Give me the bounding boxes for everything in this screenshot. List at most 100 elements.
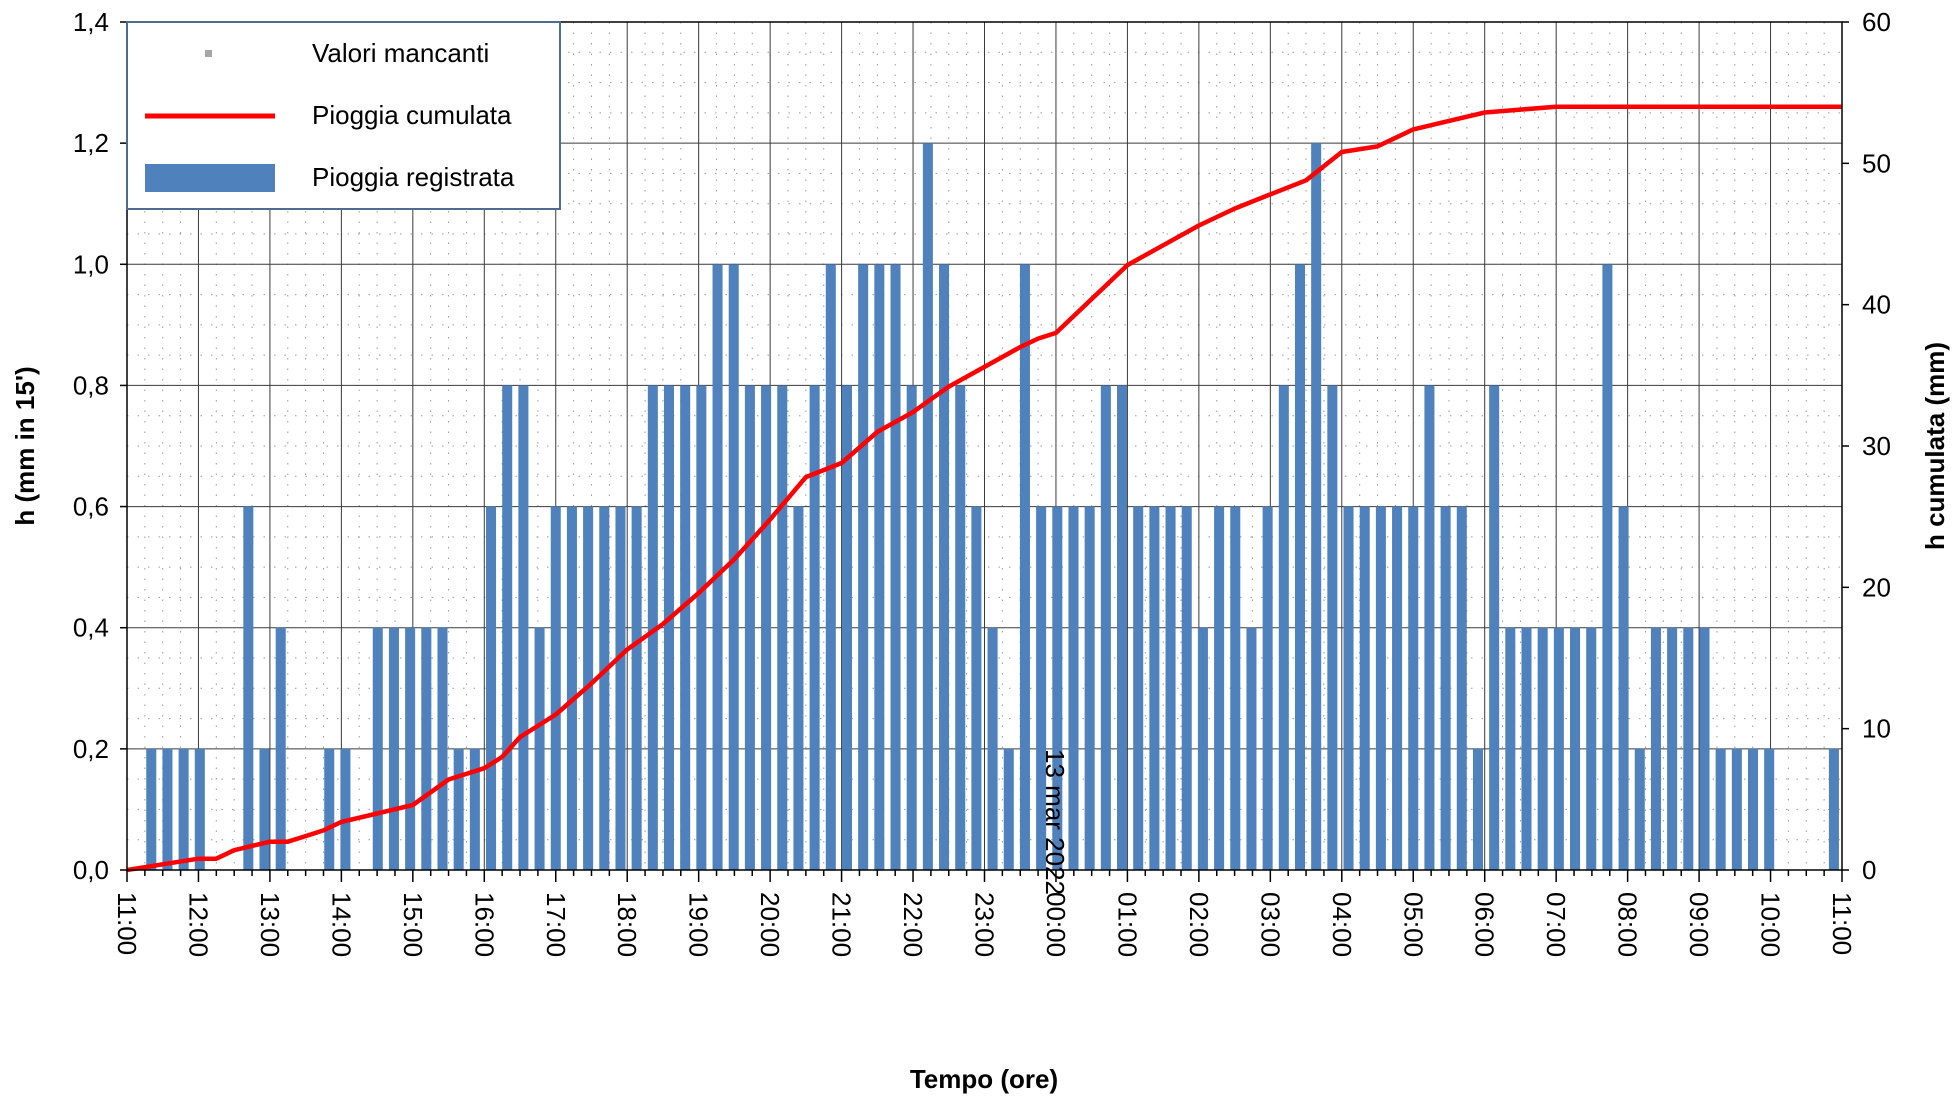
bar [1084,506,1095,870]
bar [1408,506,1419,870]
bar [1828,748,1839,870]
bar [1505,627,1516,870]
x-tick-label: 22:00 [898,892,928,957]
x-tick-label: 19:00 [684,892,714,957]
x-tick-label: 00:00 [1041,892,1071,957]
bar [841,385,852,870]
bar [405,627,416,870]
bar [1424,385,1435,870]
legend-label-line: Pioggia cumulata [312,100,512,130]
bar [1262,506,1273,870]
x-tick-label: 06:00 [1470,892,1500,957]
date-label: 13 mar 2022 [1040,749,1070,895]
bar [1003,748,1014,870]
x-tick-label: 15:00 [398,892,428,957]
legend-label-missing: Valori mancanti [312,38,489,68]
x-tick-label: 05:00 [1398,892,1428,957]
bar [372,627,383,870]
bar [874,264,885,870]
y-right-tick-label: 60 [1862,7,1891,37]
bar [1650,627,1661,870]
bar [1197,627,1208,870]
bar [1343,506,1354,870]
bar [1392,506,1403,870]
bar [1117,385,1128,870]
x-axis-title: Tempo (ore) [910,1064,1058,1094]
bar [599,506,610,870]
bar [162,748,173,870]
bar [340,748,351,870]
bar [1311,143,1322,871]
bar [939,264,950,870]
bar [1489,385,1500,870]
bar [566,506,577,870]
bar [987,627,998,870]
y-left-tick-label: 0,6 [73,492,109,522]
bar [761,385,772,870]
bar [1715,748,1726,870]
bar [1747,748,1759,870]
y-left-tick-label: 0,0 [73,855,109,885]
x-tick-label: 11:00 [112,892,142,955]
x-tick-label: 21:00 [827,892,857,957]
bar [146,748,157,870]
bar [825,264,836,870]
x-tick-label: 12:00 [184,892,214,957]
bar [388,627,399,870]
bar [550,506,561,870]
bar [1165,506,1176,870]
bar [809,385,820,870]
bar [1472,748,1483,870]
bar [696,385,707,870]
legend-label-bars: Pioggia registrata [312,162,515,192]
bar [259,748,270,870]
x-tick-label: 01:00 [1112,892,1142,957]
bar [1553,627,1564,870]
bar [1246,627,1257,870]
bar [728,264,739,870]
bar [1019,264,1030,870]
x-tick-label: 14:00 [326,892,356,957]
bar [1456,506,1467,870]
line-series-pioggia-cumulata [126,104,1842,873]
y-right-tick-label: 50 [1862,148,1891,178]
bar [1278,385,1289,870]
bar [712,264,723,870]
bar [631,506,642,870]
bar [922,143,933,871]
y-right-tick-label: 40 [1862,290,1891,320]
bar [486,506,497,870]
x-tick-label: 09:00 [1684,892,1714,957]
y-axis-left: 0,0 0,2 0,4 0,6 0,8 1,0 1,2 1,4 [73,7,127,885]
bar [647,385,658,870]
bar [243,506,254,870]
bar [469,748,480,870]
bar [1537,627,1548,870]
bar [194,748,205,870]
bar [1699,627,1710,870]
bar [858,264,869,870]
bar [1052,506,1063,870]
bar [1133,506,1144,870]
y-left-tick-label: 0,8 [73,370,109,400]
bar [421,627,432,870]
bar [453,748,464,870]
bar [1100,385,1111,870]
x-tick-label: 04:00 [1327,892,1357,957]
x-tick-label: 02:00 [1184,892,1214,957]
legend-bar-marker [145,164,275,192]
bar [1036,506,1047,870]
bar [971,506,982,870]
y-left-tick-label: 0,4 [73,613,109,643]
y-right-tick-label: 20 [1862,572,1891,602]
y-left-tick-label: 1,4 [73,7,109,37]
bar [275,627,286,870]
bar [1327,385,1338,870]
bar [1359,506,1370,870]
x-tick-label: 17:00 [541,892,571,957]
y-right-tick-label: 10 [1862,714,1891,744]
x-axis: 11:00 12:00 13:00 14:00 15:00 16:00 17:00 18:00… [112,870,1857,957]
y-axis-left-title: h (mm in 15') [10,366,40,525]
y-axis-right: 0 10 20 30 40 50 60 [1842,7,1891,885]
